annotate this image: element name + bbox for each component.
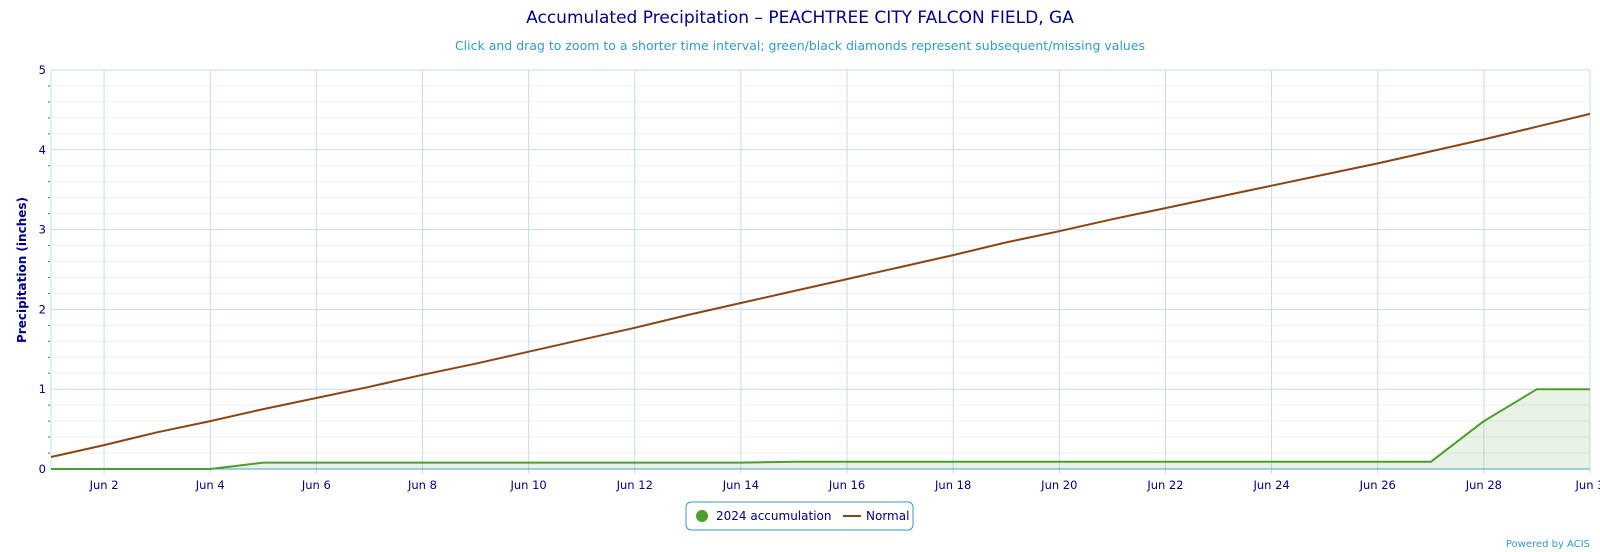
legend-item-normal[interactable]: Normal	[843, 509, 909, 523]
x-tick-label: Jun 10	[509, 478, 546, 492]
legend-label-2024-accumulation: 2024 accumulation	[716, 509, 831, 523]
legend-item-2024-accumulation[interactable]: 2024 accumulation	[696, 509, 831, 523]
x-tick-label: Jun 8	[407, 478, 437, 492]
y-tick-label: 1	[39, 382, 46, 396]
x-tick-label: Jun 24	[1252, 478, 1289, 492]
x-tick-label: Jun 6	[301, 478, 331, 492]
series-layer	[50, 112, 1591, 470]
y-axis-label: Precipitation (inches)	[15, 197, 29, 343]
y-tick-label: 3	[39, 223, 46, 237]
chart-subtitle: Click and drag to zoom to a shorter time…	[455, 38, 1145, 53]
y-axis-ticks: 0 1 2 3 4 5	[39, 63, 46, 476]
x-tick-label: Jun 2	[89, 478, 119, 492]
minor-gridlines	[48, 85, 1590, 454]
y-tick-label: 0	[39, 462, 46, 476]
x-tick-label: Jun 18	[934, 478, 971, 492]
legend-marker-2024-accumulation	[696, 510, 708, 522]
x-tick-label: Jun 3	[1575, 478, 1600, 492]
major-gridlines	[50, 69, 1591, 474]
y-tick-label: 4	[39, 143, 46, 157]
x-tick-label: Jun 4	[195, 478, 225, 492]
series-line-normal	[50, 112, 1591, 458]
x-tick-label: Jun 22	[1146, 478, 1183, 492]
legend: 2024 accumulation Normal	[685, 501, 914, 531]
y-tick-label: 2	[39, 302, 46, 316]
x-tick-label: Jun 20	[1040, 478, 1077, 492]
powered-by-credit[interactable]: Powered by ACIS	[1506, 539, 1590, 550]
x-tick-label: Jun 26	[1359, 478, 1396, 492]
legend-box	[685, 501, 914, 531]
x-tick-label: Jun 14	[722, 478, 759, 492]
x-axis-ticks: Jun 2 Jun 4 Jun 6 Jun 8 Jun 10 Jun 12 Jun 14 Ju…	[89, 478, 1600, 492]
x-tick-label: Jun 28	[1465, 478, 1502, 492]
x-tick-label: Jun 12	[616, 478, 653, 492]
series-area-2024-accumulation	[51, 389, 1590, 469]
y-tick-label: 5	[39, 63, 46, 77]
x-tick-label: Jun 16	[828, 478, 865, 492]
legend-label-normal: Normal	[866, 509, 909, 523]
chart-title: Accumulated Precipitation – PEACHTREE CI…	[526, 8, 1074, 28]
series-line-2024-accumulation	[51, 388, 1590, 470]
